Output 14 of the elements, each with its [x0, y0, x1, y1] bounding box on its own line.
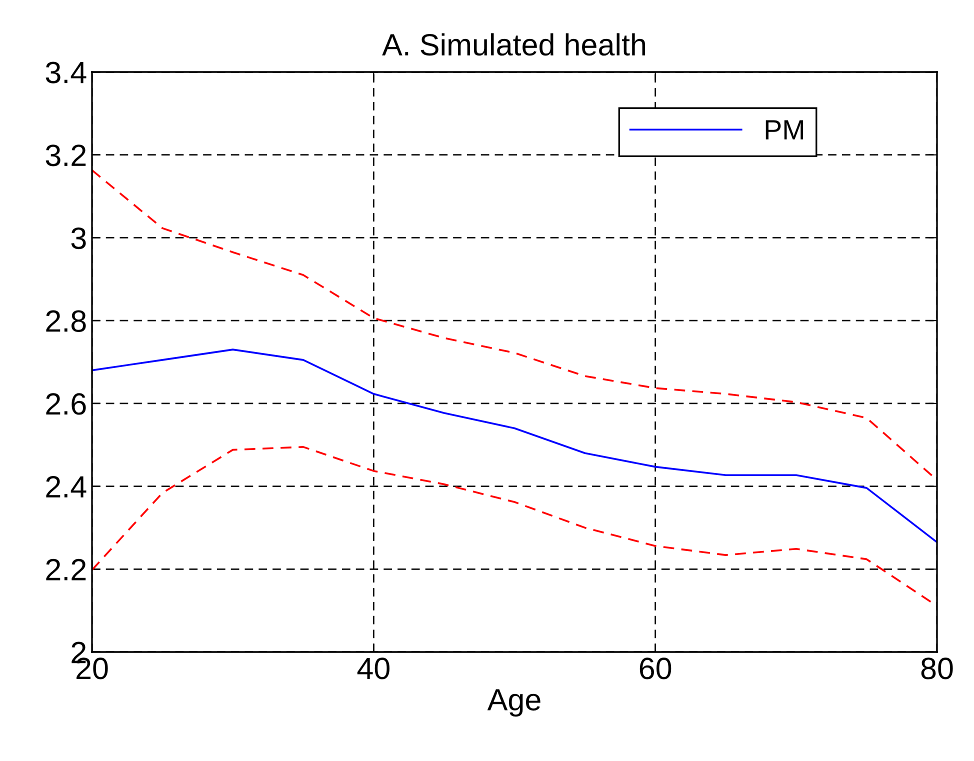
- line-series: [92, 348, 937, 544]
- y-tick-label: 2.2: [46, 558, 86, 580]
- x-tick-label: 60: [640, 658, 672, 680]
- x-axis-title: Age: [487, 689, 540, 717]
- y-tick-label: 3.4: [46, 62, 86, 84]
- y-tick-label: 2.8: [46, 310, 86, 332]
- y-tick-label: 2.4: [46, 476, 86, 498]
- x-tick-label: 40: [357, 658, 390, 680]
- legend-label: PM: [766, 120, 803, 140]
- y-tick-label: 2.6: [46, 393, 86, 415]
- chart-title: A. Simulated health: [382, 33, 646, 56]
- y-tick-label: 3.2: [46, 144, 86, 166]
- y-tick-label: 3: [71, 227, 86, 250]
- x-tick-label: 80: [921, 658, 953, 680]
